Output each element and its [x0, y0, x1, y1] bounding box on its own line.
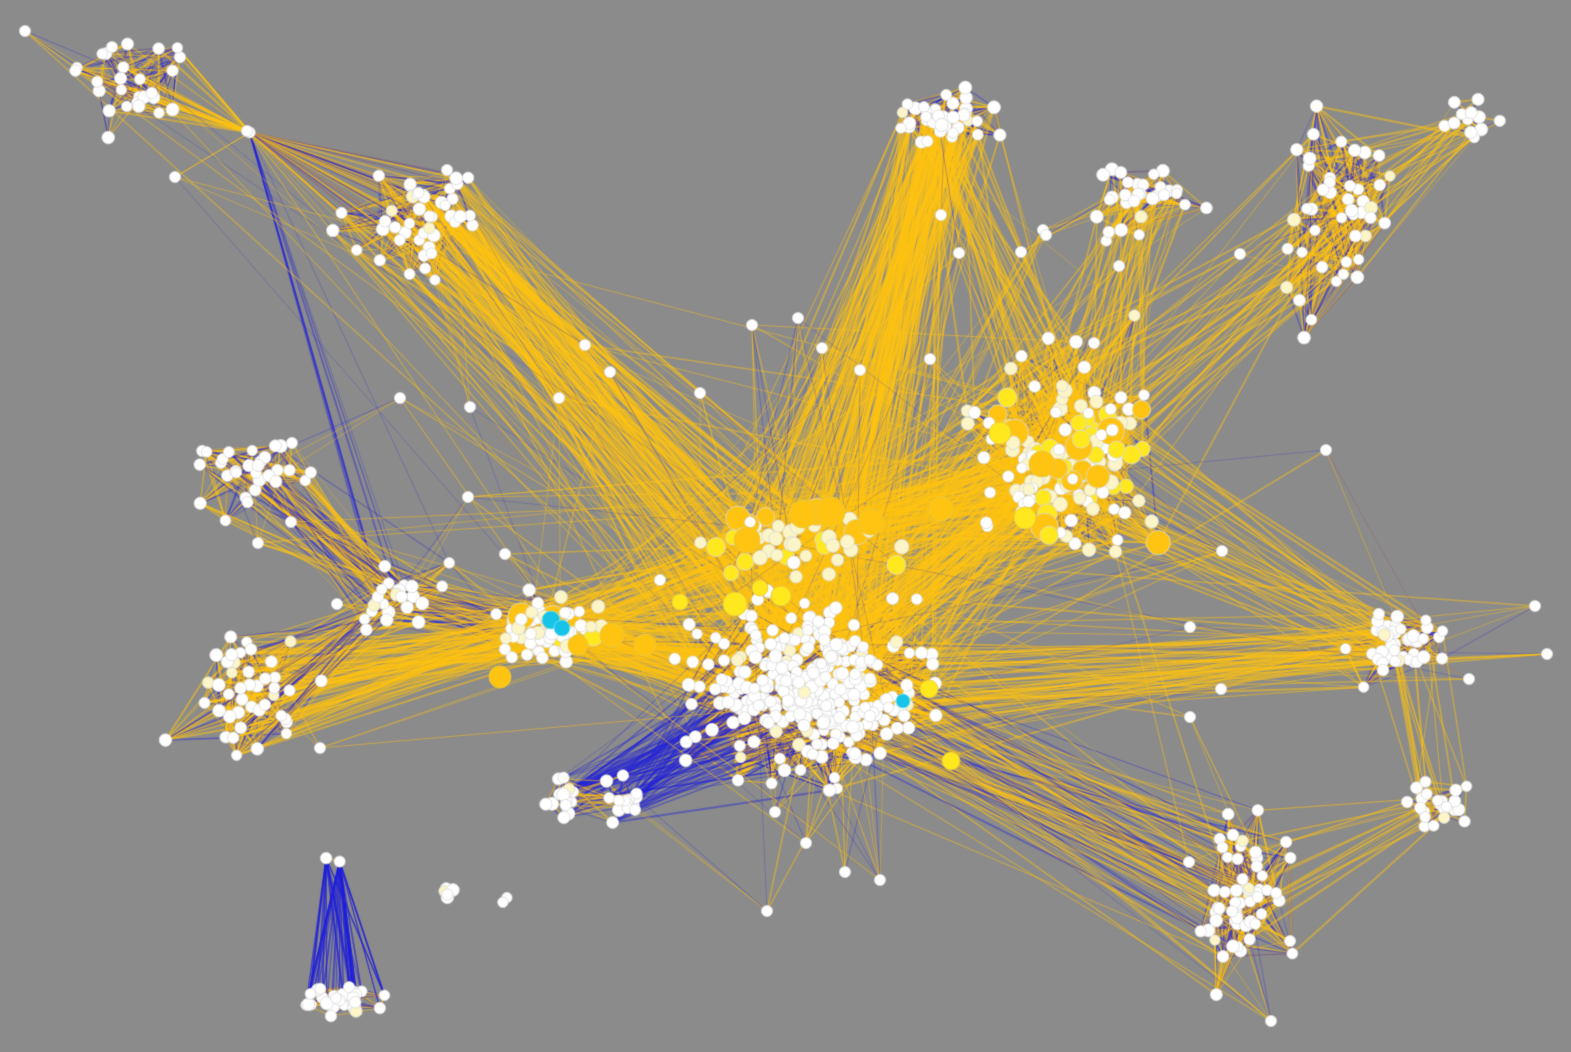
network-graph-visualization — [0, 0, 1571, 1052]
graph-canvas[interactable] — [0, 0, 1571, 1052]
